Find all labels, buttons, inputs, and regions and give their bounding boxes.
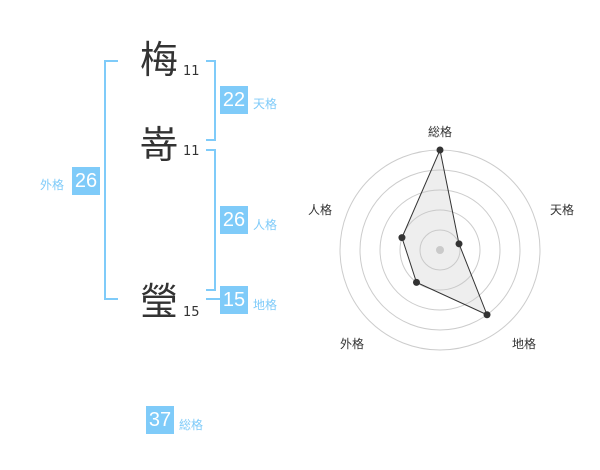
axis-label-gaikaku: 外格 [340,337,365,351]
chikaku-label: 地格 [253,298,278,312]
jinkaku-label: 人格 [253,218,278,232]
center-dot [436,246,444,254]
name-char-2: 嵜 [140,123,179,167]
data-polygon [401,148,488,316]
bracket-tick [104,298,118,300]
name-char-3: 瑩 [140,280,179,324]
bracket-tick [206,139,216,141]
data-point-4 [412,278,420,286]
grid-ring [359,169,521,331]
data-point-1 [436,146,444,154]
grid-ring [419,229,461,271]
soukaku-value: 37 [146,406,174,434]
bracket-tick [206,289,216,291]
axis-label-jinkaku: 人格 [308,203,333,217]
chikaku-value: 15 [220,286,248,314]
chikaku-connector [206,298,220,300]
stroke-count-1: 11 [183,64,200,79]
gaikaku-label: 外格 [40,178,65,192]
jinkaku-value: 26 [220,206,248,234]
gaikaku-value: 26 [72,167,100,195]
stroke-count-2: 11 [183,144,200,159]
bracket-tick [206,149,216,151]
grid-ring [399,209,481,291]
grid-ring [379,189,501,311]
data-point-2 [455,240,463,248]
bracket-tick [206,60,216,62]
axis-label-tenkaku: 天格 [550,203,575,217]
tenkaku-bracket [214,60,216,140]
tenkaku-label: 天格 [253,97,278,111]
gaikaku-bracket [104,60,106,300]
data-point-3 [483,311,491,319]
stroke-count-3: 15 [183,305,200,320]
bracket-tick [104,60,118,62]
jinkaku-bracket [214,149,216,290]
name-char-1: 梅 [140,38,179,82]
axis-label-soukaku: 総格 [428,125,453,139]
data-point-5 [398,234,406,242]
tenkaku-value: 22 [220,86,248,114]
axis-label-chikaku: 地格 [512,337,537,351]
soukaku-label: 総格 [179,418,204,432]
